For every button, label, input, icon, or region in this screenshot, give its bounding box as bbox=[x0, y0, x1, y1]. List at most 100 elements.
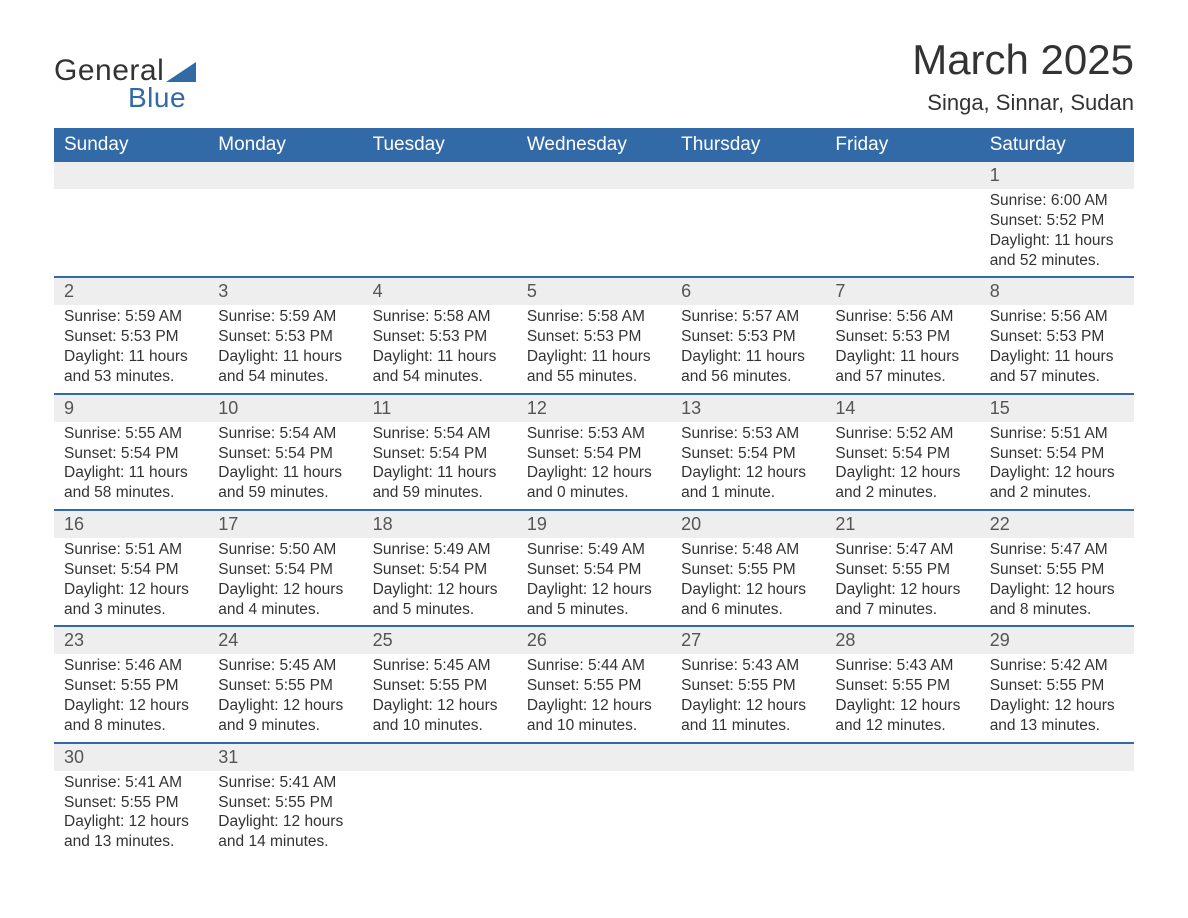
daylight-text-1: Daylight: 12 hours bbox=[218, 580, 352, 600]
day-number-cell: 20 bbox=[671, 510, 825, 538]
day-detail-cell: Sunrise: 5:54 AMSunset: 5:54 PMDaylight:… bbox=[363, 422, 517, 510]
day-number-cell: 7 bbox=[825, 277, 979, 305]
sunrise-text: Sunrise: 5:51 AM bbox=[64, 540, 198, 560]
day-number-cell bbox=[54, 162, 208, 189]
day-number-cell: 4 bbox=[363, 277, 517, 305]
sunrise-text: Sunrise: 5:54 AM bbox=[218, 424, 352, 444]
daylight-text-1: Daylight: 12 hours bbox=[64, 812, 198, 832]
daylight-text-1: Daylight: 11 hours bbox=[835, 347, 969, 367]
sunrise-text: Sunrise: 5:51 AM bbox=[990, 424, 1124, 444]
sunset-text: Sunset: 5:54 PM bbox=[681, 444, 815, 464]
sunset-text: Sunset: 5:53 PM bbox=[373, 327, 507, 347]
daylight-text-1: Daylight: 12 hours bbox=[835, 463, 969, 483]
day-number-cell: 9 bbox=[54, 394, 208, 422]
day-number-cell: 27 bbox=[671, 626, 825, 654]
day-detail-cell bbox=[671, 189, 825, 277]
sunrise-text: Sunrise: 5:49 AM bbox=[527, 540, 661, 560]
logo: General Blue bbox=[54, 54, 196, 114]
day-number-cell: 28 bbox=[825, 626, 979, 654]
daylight-text-1: Daylight: 12 hours bbox=[527, 696, 661, 716]
detail-row: Sunrise: 5:59 AMSunset: 5:53 PMDaylight:… bbox=[54, 305, 1134, 393]
day-number-cell: 16 bbox=[54, 510, 208, 538]
day-detail-cell: Sunrise: 5:49 AMSunset: 5:54 PMDaylight:… bbox=[363, 538, 517, 626]
weekday-header: Wednesday bbox=[517, 128, 671, 162]
weekday-header: Tuesday bbox=[363, 128, 517, 162]
day-number-cell: 25 bbox=[363, 626, 517, 654]
day-number-cell: 5 bbox=[517, 277, 671, 305]
day-number-cell bbox=[517, 743, 671, 771]
day-detail-cell bbox=[54, 189, 208, 277]
day-number-cell: 17 bbox=[208, 510, 362, 538]
daylight-text-2: and 52 minutes. bbox=[990, 251, 1124, 271]
daylight-text-2: and 6 minutes. bbox=[681, 600, 815, 620]
day-detail-cell: Sunrise: 5:59 AMSunset: 5:53 PMDaylight:… bbox=[208, 305, 362, 393]
daylight-text-2: and 55 minutes. bbox=[527, 367, 661, 387]
day-detail-cell: Sunrise: 5:57 AMSunset: 5:53 PMDaylight:… bbox=[671, 305, 825, 393]
calendar-header-row: SundayMondayTuesdayWednesdayThursdayFrid… bbox=[54, 128, 1134, 162]
daynum-row: 1 bbox=[54, 162, 1134, 189]
day-number-cell: 1 bbox=[980, 162, 1134, 189]
weekday-header: Thursday bbox=[671, 128, 825, 162]
daylight-text-2: and 12 minutes. bbox=[835, 716, 969, 736]
sunset-text: Sunset: 5:55 PM bbox=[218, 793, 352, 813]
sunset-text: Sunset: 5:53 PM bbox=[64, 327, 198, 347]
weekday-header: Friday bbox=[825, 128, 979, 162]
day-number-cell: 6 bbox=[671, 277, 825, 305]
daylight-text-1: Daylight: 11 hours bbox=[990, 231, 1124, 251]
daylight-text-1: Daylight: 12 hours bbox=[527, 580, 661, 600]
day-detail-cell: Sunrise: 5:51 AMSunset: 5:54 PMDaylight:… bbox=[980, 422, 1134, 510]
sunrise-text: Sunrise: 5:57 AM bbox=[681, 307, 815, 327]
day-detail-cell: Sunrise: 5:44 AMSunset: 5:55 PMDaylight:… bbox=[517, 654, 671, 742]
day-number-cell bbox=[671, 743, 825, 771]
daylight-text-1: Daylight: 12 hours bbox=[64, 580, 198, 600]
day-number-cell bbox=[208, 162, 362, 189]
day-number-cell bbox=[517, 162, 671, 189]
sunset-text: Sunset: 5:55 PM bbox=[64, 676, 198, 696]
day-number-cell: 24 bbox=[208, 626, 362, 654]
day-detail-cell bbox=[517, 771, 671, 858]
daylight-text-2: and 9 minutes. bbox=[218, 716, 352, 736]
weekday-header: Monday bbox=[208, 128, 362, 162]
daylight-text-1: Daylight: 11 hours bbox=[373, 463, 507, 483]
detail-row: Sunrise: 5:41 AMSunset: 5:55 PMDaylight:… bbox=[54, 771, 1134, 858]
daylight-text-2: and 58 minutes. bbox=[64, 483, 198, 503]
daylight-text-1: Daylight: 12 hours bbox=[218, 696, 352, 716]
daylight-text-2: and 2 minutes. bbox=[835, 483, 969, 503]
sunset-text: Sunset: 5:54 PM bbox=[373, 560, 507, 580]
daynum-row: 16171819202122 bbox=[54, 510, 1134, 538]
sunrise-text: Sunrise: 5:45 AM bbox=[373, 656, 507, 676]
weekday-header: Saturday bbox=[980, 128, 1134, 162]
daylight-text-2: and 59 minutes. bbox=[218, 483, 352, 503]
sunset-text: Sunset: 5:53 PM bbox=[835, 327, 969, 347]
sunrise-text: Sunrise: 5:55 AM bbox=[64, 424, 198, 444]
daylight-text-1: Daylight: 12 hours bbox=[835, 696, 969, 716]
day-detail-cell bbox=[517, 189, 671, 277]
day-detail-cell: Sunrise: 5:45 AMSunset: 5:55 PMDaylight:… bbox=[363, 654, 517, 742]
daylight-text-1: Daylight: 11 hours bbox=[527, 347, 661, 367]
day-detail-cell: Sunrise: 5:51 AMSunset: 5:54 PMDaylight:… bbox=[54, 538, 208, 626]
daylight-text-2: and 54 minutes. bbox=[218, 367, 352, 387]
daylight-text-2: and 4 minutes. bbox=[218, 600, 352, 620]
day-number-cell: 19 bbox=[517, 510, 671, 538]
sunrise-text: Sunrise: 5:59 AM bbox=[218, 307, 352, 327]
sunset-text: Sunset: 5:55 PM bbox=[681, 560, 815, 580]
daylight-text-1: Daylight: 12 hours bbox=[218, 812, 352, 832]
daylight-text-2: and 8 minutes. bbox=[990, 600, 1124, 620]
logo-text-blue: Blue bbox=[128, 82, 186, 114]
sunset-text: Sunset: 5:55 PM bbox=[218, 676, 352, 696]
day-detail-cell: Sunrise: 5:50 AMSunset: 5:54 PMDaylight:… bbox=[208, 538, 362, 626]
day-detail-cell: Sunrise: 5:42 AMSunset: 5:55 PMDaylight:… bbox=[980, 654, 1134, 742]
sunset-text: Sunset: 5:54 PM bbox=[527, 444, 661, 464]
daynum-row: 9101112131415 bbox=[54, 394, 1134, 422]
daylight-text-1: Daylight: 11 hours bbox=[64, 347, 198, 367]
day-detail-cell: Sunrise: 5:47 AMSunset: 5:55 PMDaylight:… bbox=[980, 538, 1134, 626]
sunset-text: Sunset: 5:55 PM bbox=[373, 676, 507, 696]
sunrise-text: Sunrise: 5:45 AM bbox=[218, 656, 352, 676]
daylight-text-2: and 5 minutes. bbox=[527, 600, 661, 620]
day-number-cell: 23 bbox=[54, 626, 208, 654]
weekday-header: Sunday bbox=[54, 128, 208, 162]
day-number-cell: 30 bbox=[54, 743, 208, 771]
day-detail-cell: Sunrise: 5:56 AMSunset: 5:53 PMDaylight:… bbox=[825, 305, 979, 393]
sunset-text: Sunset: 5:54 PM bbox=[218, 560, 352, 580]
day-number-cell bbox=[825, 162, 979, 189]
